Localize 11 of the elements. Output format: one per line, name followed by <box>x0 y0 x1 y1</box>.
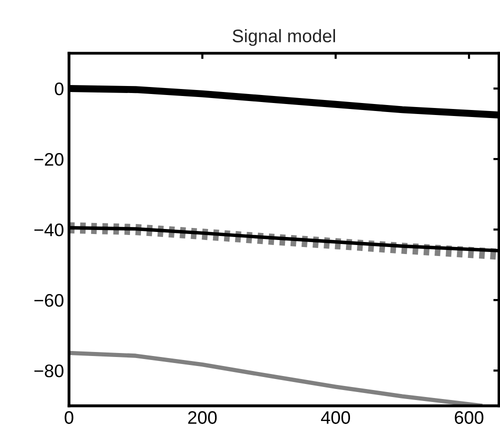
line-series <box>69 350 484 406</box>
chart-title: Signal model <box>232 29 335 46</box>
y-tick-label: −60 <box>34 294 64 307</box>
x-tick-label: 0 <box>64 411 74 424</box>
x-tick-label: 200 <box>188 411 217 424</box>
y-tick-label: 0 <box>54 82 64 96</box>
y-tick-label: −20 <box>34 152 64 166</box>
y-tick-label: −40 <box>34 223 64 236</box>
y-tick-label: −80 <box>34 364 64 378</box>
x-tick-label: 600 <box>454 411 484 424</box>
x-tick-label: 400 <box>321 411 350 424</box>
